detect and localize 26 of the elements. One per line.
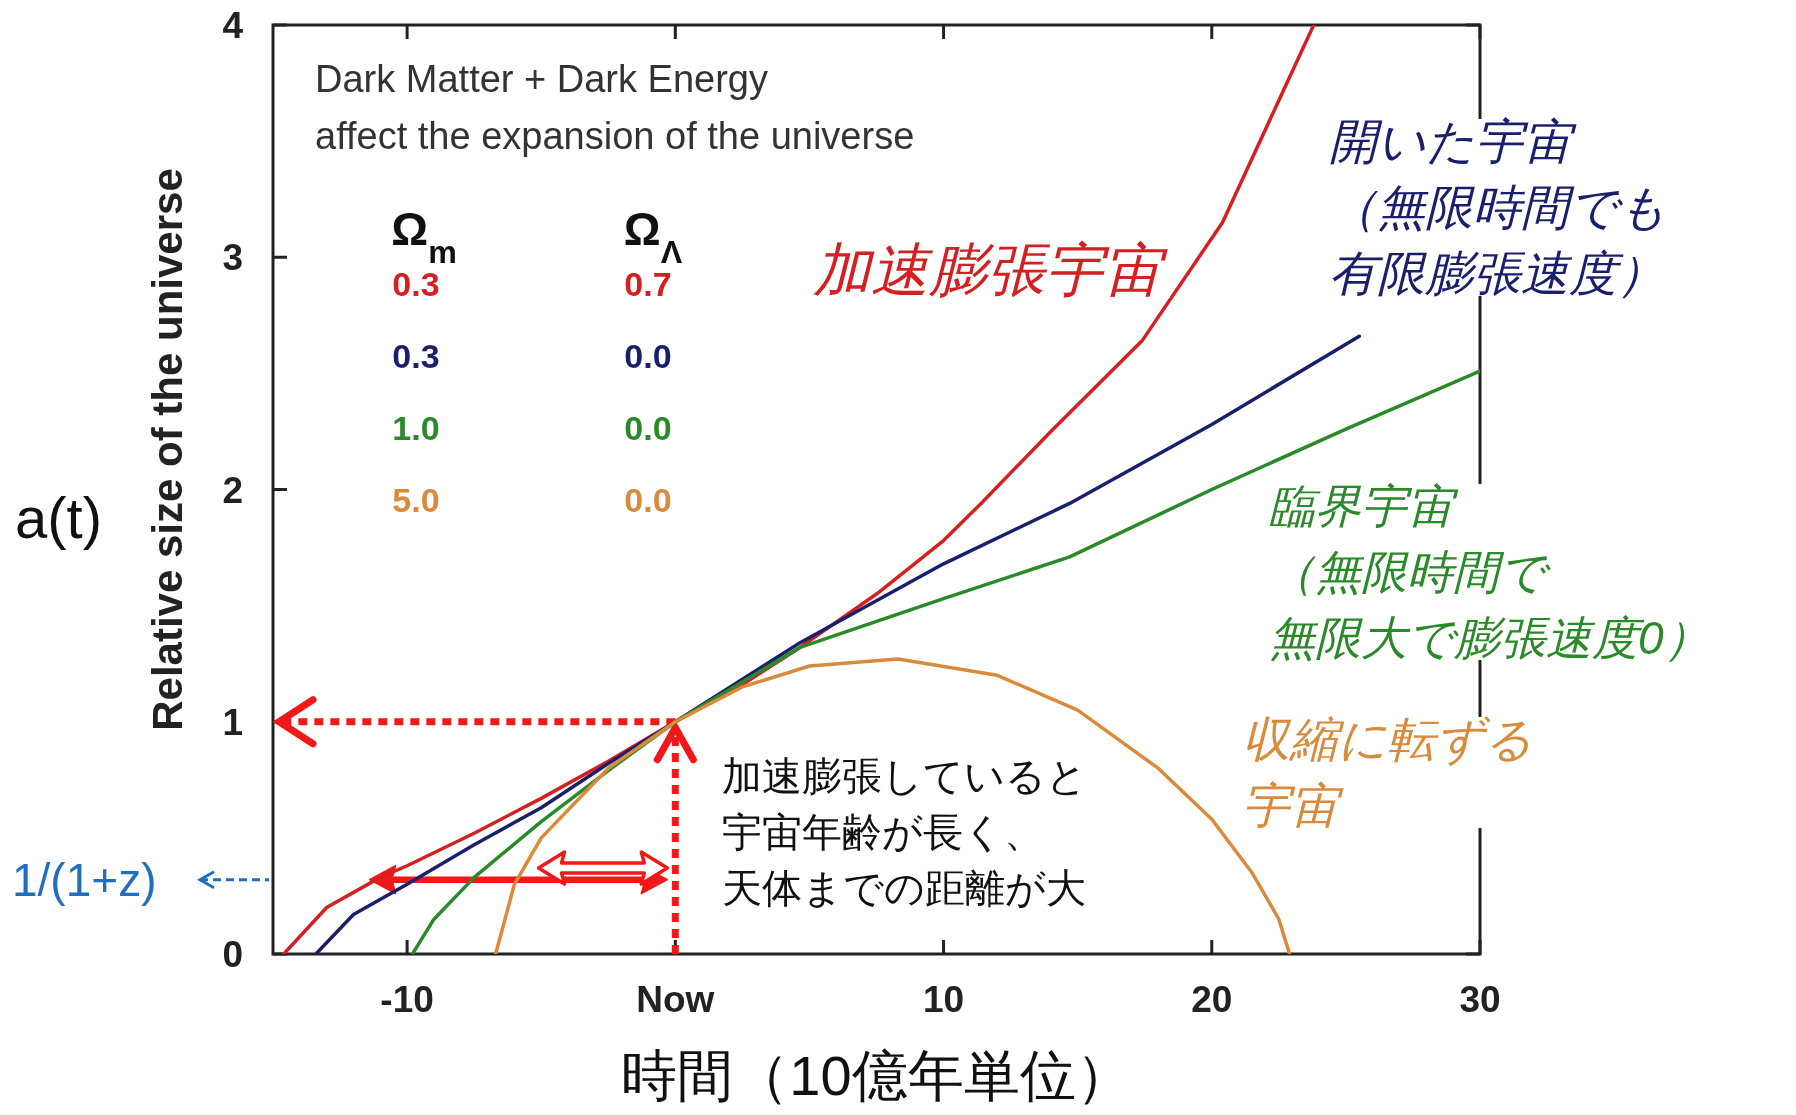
text: a(t) [15,485,102,550]
y-tick-label: 4 [222,5,244,46]
y-tick-label: 2 [222,469,243,511]
annotation: 0.0 [624,481,672,519]
series-label: 開いた宇宙（無限時間でも有限膨張速度） [1329,115,1667,300]
annotation: 0.0 [624,409,672,447]
annotation: 0.0 [624,337,672,375]
y-tick-label: 3 [222,237,243,279]
series-label: 収縮に転ずる宇宙 [1242,713,1533,832]
y-tick-label: 0 [222,934,243,975]
x-tick-label: -10 [380,979,434,1020]
x-axis-title: 時間（10億年単位） [621,1044,1132,1107]
annotation: 加速膨張していると宇宙年齢が長く、天体までの距離が大 [722,754,1087,910]
x-tick-label: Now [636,979,715,1020]
annotation: 0.3 [392,337,440,375]
text: 1/(1+z) [12,853,157,906]
annotation: 5.0 [392,481,440,519]
annotation: 1.0 [392,409,440,447]
x-tick-label: 30 [1459,979,1501,1020]
x-tick-label: 10 [922,979,965,1020]
series-label: 臨界宇宙（無限時間で無限大で膨張速度0） [1269,480,1710,664]
y-tick-label: 1 [222,701,243,743]
annotation: Dark Matter + Dark Energy affect the expansion of the universe [315,58,915,157]
series-label: 加速膨張宇宙 [813,237,1168,302]
x-tick-label: 20 [1191,979,1233,1020]
y-axis-title: Relative size of the universe [144,168,191,731]
